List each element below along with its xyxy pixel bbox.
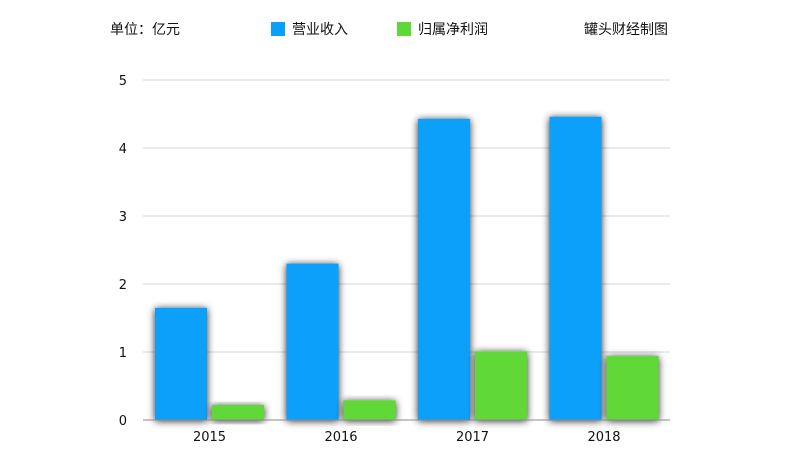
- net-profit-bar-2016: [343, 400, 396, 420]
- bars: [155, 116, 659, 420]
- legend: 营业收入 归属净利润: [271, 21, 488, 38]
- y-tick-label: 0: [119, 414, 127, 429]
- y-tick-label: 5: [119, 74, 127, 89]
- net-profit-bar-2015: [212, 405, 264, 420]
- revenue-bar-2015: [155, 307, 207, 420]
- net-profit-bar-2017: [475, 351, 527, 420]
- legend-swatch-revenue: [271, 22, 285, 36]
- revenue-bar-2016: [286, 263, 339, 420]
- y-tick-label: 2: [119, 278, 127, 293]
- legend-swatch-net-profit: [397, 22, 411, 36]
- source-label: 罐头财经制图: [584, 22, 668, 38]
- y-tick-label: 3: [119, 210, 127, 225]
- y-tick-label: 1: [119, 346, 127, 361]
- x-axis-ticks: 2015 2016 2017 2018: [193, 430, 621, 445]
- revenue-bar-2017: [418, 118, 470, 420]
- unit-label: 单位：亿元: [110, 22, 180, 38]
- legend-label-net-profit: 归属净利润: [418, 21, 488, 38]
- y-tick-label: 4: [119, 142, 127, 157]
- x-tick-label: 2017: [456, 430, 489, 445]
- x-tick-label: 2015: [193, 430, 226, 445]
- legend-label-revenue: 营业收入: [292, 22, 348, 38]
- y-axis-ticks: 0 1 2 3 4 5: [119, 74, 127, 429]
- x-tick-label: 2016: [324, 430, 357, 445]
- revenue-bar-2018: [549, 116, 602, 420]
- x-tick-label: 2018: [587, 430, 620, 445]
- net-profit-bar-2018: [606, 356, 659, 420]
